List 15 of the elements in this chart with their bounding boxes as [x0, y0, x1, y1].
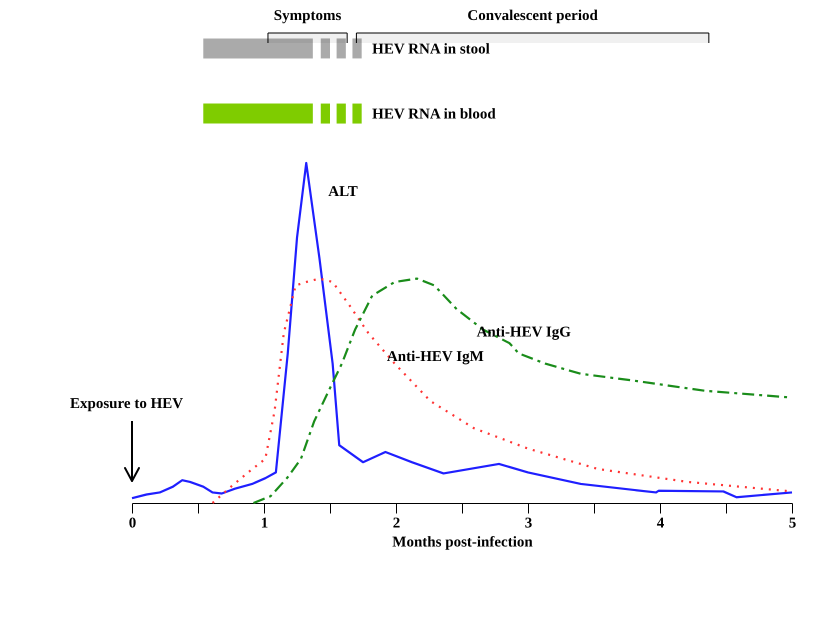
x-tick-label: 3 [524, 516, 532, 532]
x-tick-label: 4 [656, 516, 665, 532]
x-tick-label: 1 [260, 516, 268, 532]
x-tick-label: 0 [128, 516, 136, 532]
y-tick-label: HEV RNA in blood [372, 106, 496, 123]
y-tick-label: HEV RNA in stool [372, 41, 490, 58]
series-label: ALT [328, 184, 358, 200]
x-axis-title: Months post-infection [392, 534, 534, 550]
x-tick-label: 2 [392, 516, 400, 532]
x-tick-label: 5 [788, 516, 796, 532]
series-label: Anti-HEV IgG [476, 324, 572, 340]
series-label: Anti-HEV IgM [386, 349, 484, 365]
annotation: Exposure to HEV [70, 396, 184, 412]
band-label: Symptoms [274, 8, 342, 24]
band-label: Convalescent period [467, 8, 598, 24]
